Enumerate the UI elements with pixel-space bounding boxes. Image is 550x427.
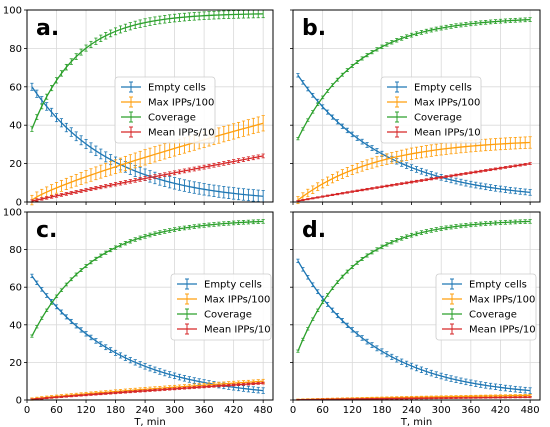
series-line [297,396,531,401]
x-tick-label: 360 [461,405,480,416]
x-tick-label: 480 [521,405,540,416]
y-tick-label: 100 [3,208,22,219]
x-tick-label: 120 [343,405,362,416]
panel-label: d. [302,218,326,243]
legend-label: Empty cells [204,280,262,291]
series-line [31,86,264,197]
x-tick-label: 360 [195,405,214,416]
legend-label: Max IPPs/100 [469,295,535,306]
legend-label: Mean IPPs/10 [148,128,215,139]
panel-3: 0 20 40 60 80 100 0 60 120 180 240 300 360 420 480 T, m… [3,208,274,427]
legend-label: Empty cells [148,83,206,94]
x-axis-label: T, min [133,417,165,427]
series-mean-ipps-10 [30,153,265,203]
y-tick-label: 60 [9,283,22,294]
legend-label: Mean IPPs/10 [414,128,481,139]
series-coverage [30,9,265,132]
legend-label: Max IPPs/100 [414,98,480,109]
x-tick-label: 180 [372,405,391,416]
series-line [31,122,264,201]
legend: Empty cells Max IPPs/100 Coverage Mean IPPs… [170,273,272,341]
series-coverage [296,17,532,141]
x-tick-label: 300 [165,405,184,416]
legend-box [114,76,216,144]
series-coverage [30,219,265,338]
series-line [297,18,531,139]
y-tick-label: 80 [9,245,22,256]
series-max-ipps-100 [296,136,532,205]
x-tick-label: 240 [402,405,421,416]
series-line [31,382,264,401]
legend: Empty cells Max IPPs/100 Coverage Mean IPPs… [435,273,537,341]
y-tick-label: 40 [9,320,22,331]
legend-label: Empty cells [469,280,527,291]
legend: Empty cells Max IPPs/100 Coverage Mean IPPs… [380,76,482,144]
x-tick-label: 120 [76,405,95,416]
legend: Empty cells Max IPPs/100 Coverage Mean IPPs… [114,76,216,144]
x-tick-label: 0 [290,405,296,416]
panel-2: b. Empty cells Max IPPs/100 Coverage Mean IP… [290,9,541,205]
legend-label: Max IPPs/100 [204,295,270,306]
x-tick-label: 420 [224,405,243,416]
series-mean-ipps-10 [296,162,532,203]
series-line [297,220,531,352]
panel-label: a. [36,16,59,41]
series-line [297,260,531,392]
y-tick-label: 0 [16,396,22,407]
series-empty-cells [30,82,265,203]
y-tick-label: 40 [9,121,22,132]
series-line [297,141,531,201]
legend-box [170,273,272,341]
axes-frame [26,9,274,203]
y-tick-label: 100 [3,6,22,17]
series-coverage [296,219,532,353]
legend-box [380,76,482,144]
series-mean-ipps-10 [30,381,265,401]
legend-label: Coverage [204,310,252,321]
y-tick-label: 80 [9,44,22,55]
y-tick-label: 60 [9,82,22,93]
series-line [297,162,531,202]
x-tick-label: 240 [136,405,155,416]
axes-frame [292,211,541,401]
y-tick-label: 0 [16,198,22,209]
legend-label: Mean IPPs/10 [469,325,536,336]
panel-label: c. [36,218,57,243]
legend-box [435,273,537,341]
legend-label: Empty cells [414,83,472,94]
x-tick-label: 420 [491,405,510,416]
panel-label: b. [302,16,326,41]
x-tick-label: 180 [106,405,125,416]
series-line [297,74,531,194]
legend-label: Coverage [414,113,462,124]
series-line [31,220,264,337]
legend-label: Max IPPs/100 [148,98,214,109]
series-line [31,155,264,202]
series-line [31,13,264,130]
x-tick-label: 300 [432,405,451,416]
y-tick-label: 20 [9,159,22,170]
x-tick-label: 0 [24,405,30,416]
legend-label: Coverage [469,310,517,321]
legend-label: Coverage [148,113,196,124]
panel-4: 0 60 120 180 240 300 360 420 480 T, min d. Empty ce… [290,211,541,427]
x-axis-label: T, min [400,417,432,427]
x-tick-label: 480 [254,405,273,416]
legend-label: Mean IPPs/10 [204,325,271,336]
y-tick-label: 20 [9,358,22,369]
axes-frame [26,211,274,401]
axes-frame [292,9,541,203]
x-tick-label: 60 [316,405,329,416]
panel-1: 0 20 40 60 80 100 a. Empty cells Max IPPs/100 Cov… [3,6,274,209]
series-empty-cells [296,258,532,394]
x-tick-label: 60 [50,405,63,416]
